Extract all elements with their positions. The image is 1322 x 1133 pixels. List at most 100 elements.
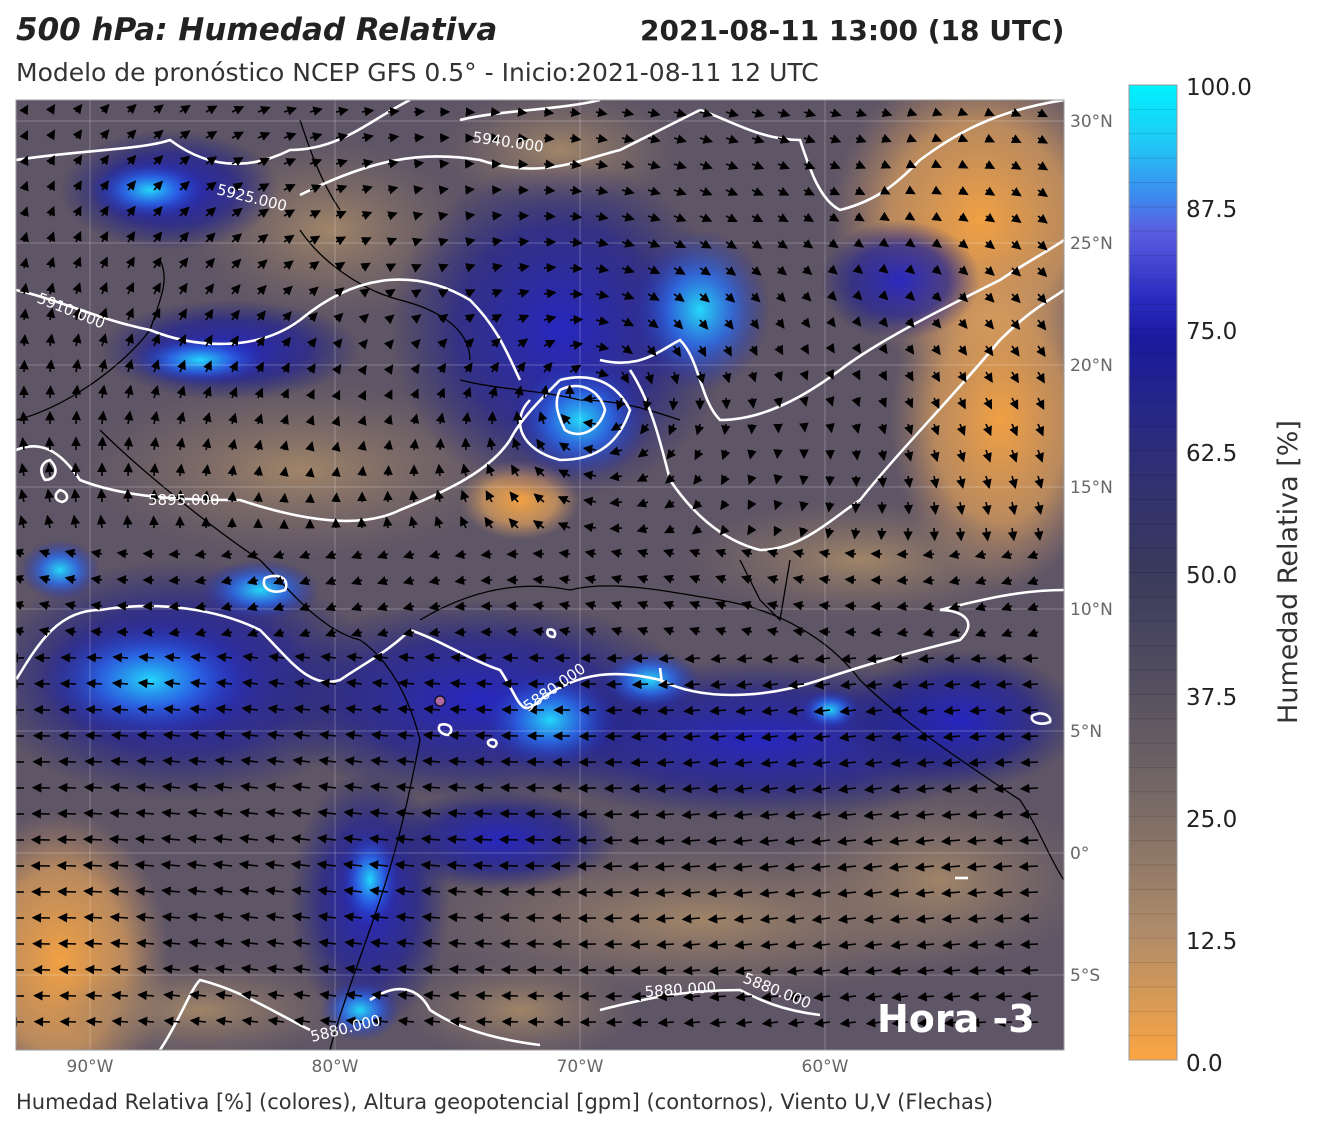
wind-arrow (282, 285, 293, 296)
wind-arrow (825, 501, 835, 513)
wind-arrow (709, 705, 727, 716)
wind-arrow (854, 212, 865, 222)
wind-arrow (904, 370, 914, 382)
wind-arrow (447, 912, 467, 923)
wind-arrow (475, 1016, 493, 1027)
wind-arrow (714, 600, 727, 610)
location-marker (434, 695, 446, 707)
wind-arrow (1010, 319, 1021, 331)
wind-arrow (967, 783, 987, 794)
wind-arrow (709, 679, 727, 690)
wind-arrow (948, 627, 961, 638)
wind-arrow (863, 810, 883, 820)
wind-arrow (202, 386, 212, 399)
wind-arrow (956, 475, 966, 489)
wind-arrow (775, 318, 785, 329)
wind-arrow (584, 600, 597, 611)
wind-arrow (346, 652, 363, 663)
wind-arrow (472, 834, 493, 845)
wind-arrow (361, 132, 374, 143)
wind-arrow (707, 784, 727, 794)
wind-arrow (829, 186, 841, 196)
wind-arrow (855, 160, 867, 169)
wind-arrow (632, 653, 649, 664)
wind-arrow (956, 449, 966, 463)
wind-arrow (384, 288, 396, 299)
wind-arrow (125, 231, 136, 243)
wind-arrow (982, 501, 992, 516)
wind-arrow (438, 237, 449, 247)
valid-datetime: 2021-08-11 13:00 (18 UTC) (640, 14, 1065, 47)
wind-arrow (45, 359, 56, 373)
wind-arrow (917, 705, 935, 716)
wind-arrow (877, 397, 887, 408)
wind-arrow (543, 314, 557, 324)
wind-arrow (394, 834, 415, 844)
wind-arrow (448, 964, 467, 975)
wind-arrow (904, 237, 916, 248)
wind-arrow (610, 600, 623, 610)
wind-arrow (891, 679, 909, 690)
wind-arrow (58, 938, 77, 949)
wind-arrow (1034, 475, 1044, 489)
wind-arrow (18, 462, 29, 477)
wind-arrow (773, 397, 783, 408)
wind-arrow (179, 206, 190, 217)
wind-arrow (449, 1016, 467, 1027)
wind-arrow (603, 809, 623, 820)
wind-arrow (517, 262, 530, 273)
wind-arrow (299, 602, 311, 612)
wind-arrow (792, 548, 805, 559)
wind-arrow (640, 423, 650, 435)
wind-arrow (491, 314, 503, 324)
wind-arrow (227, 438, 238, 451)
wind-arrow (267, 678, 285, 688)
wind-arrow (227, 464, 238, 477)
wind-arrow (410, 289, 422, 299)
wind-arrow (896, 575, 909, 585)
wind-arrow (498, 860, 519, 871)
wind-arrow (122, 515, 133, 529)
wind-arrow (896, 627, 909, 638)
wind-arrow (610, 548, 623, 559)
wind-arrow (1020, 939, 1039, 950)
wind-arrow (707, 810, 727, 820)
wind-arrow (83, 782, 103, 793)
wind-arrow (344, 730, 363, 740)
wind-arrow (813, 680, 831, 690)
longitude-labels: 90°W 80°W 70°W 60°W (67, 1057, 849, 1077)
wind-arrow (111, 990, 129, 1001)
wind-arrow (98, 333, 108, 347)
wind-arrow (609, 497, 623, 508)
wind-arrow (931, 318, 942, 329)
wind-arrow (126, 154, 137, 166)
wind-arrow (110, 756, 129, 767)
wind-arrow (818, 548, 831, 559)
wind-arrow (1009, 423, 1018, 437)
wind-arrow (543, 263, 557, 273)
wind-arrow (766, 600, 779, 611)
wind-arrow (862, 836, 883, 846)
wind-arrow (46, 256, 56, 269)
wind-arrow (584, 626, 597, 637)
wind-arrow (402, 575, 415, 586)
wind-arrow (434, 463, 445, 477)
wind-arrow (584, 548, 597, 559)
wind-arrow (437, 338, 448, 349)
wind-arrow (220, 601, 233, 612)
wind-arrow (1019, 887, 1039, 898)
wind-arrow (630, 965, 649, 976)
wind-arrow (309, 261, 320, 271)
wind-arrow (376, 550, 389, 560)
wind-arrow (72, 282, 82, 295)
wind-arrow (350, 602, 363, 612)
wind-arrow (1033, 527, 1044, 542)
wind-arrow (257, 183, 270, 193)
wind-arrow (1027, 602, 1039, 612)
wind-arrow (325, 576, 337, 586)
wind-arrow (751, 265, 762, 276)
wind-arrow (994, 731, 1013, 742)
wind-arrow (97, 410, 108, 425)
wind-arrow (325, 628, 337, 638)
wind-arrow (878, 290, 889, 301)
